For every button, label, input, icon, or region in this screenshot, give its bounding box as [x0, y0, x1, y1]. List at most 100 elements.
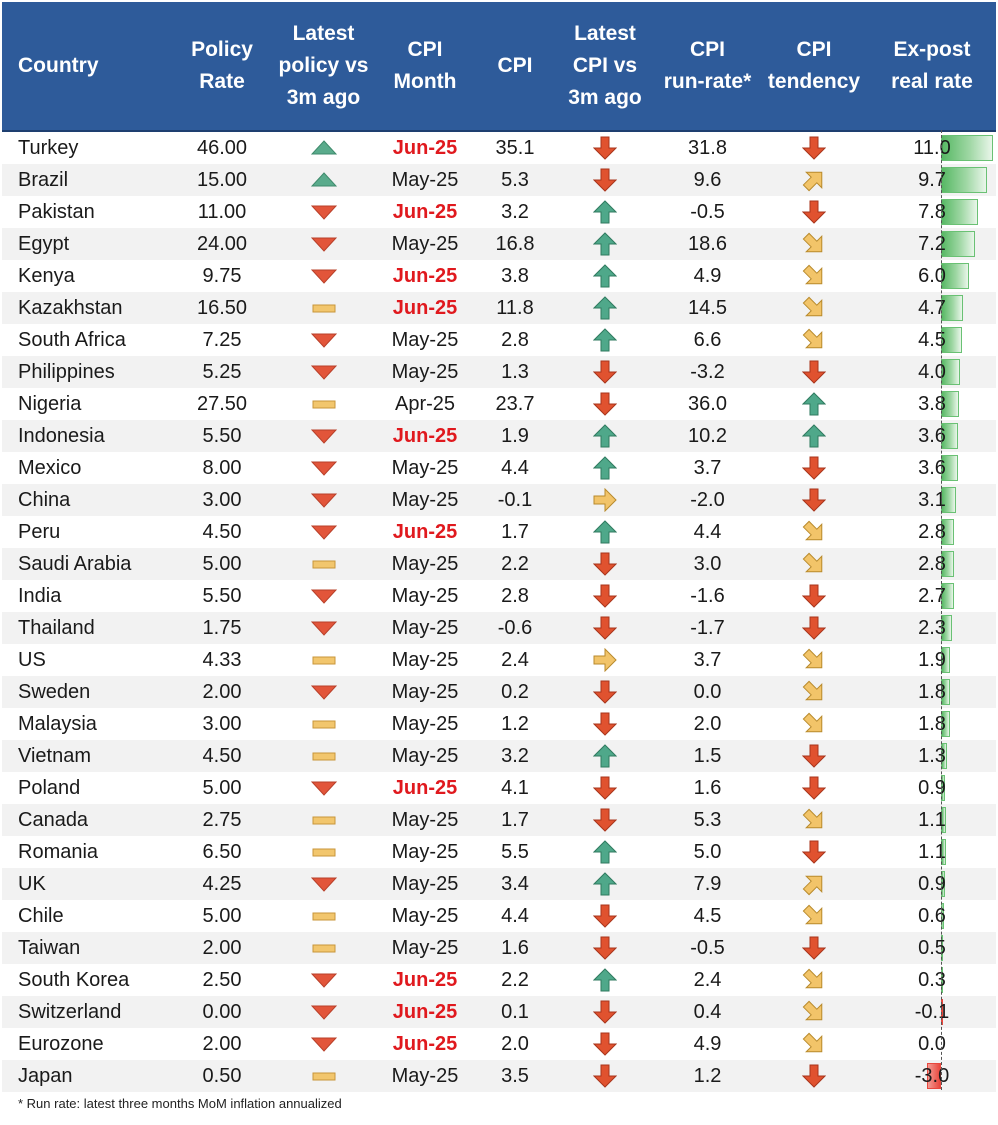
- policy-rate: 3.00: [202, 713, 242, 735]
- cpi-run-rate: -1.7: [690, 617, 725, 639]
- header-col-country: Country: [18, 54, 99, 77]
- arrow-right-icon: [555, 644, 655, 676]
- arrow-up-icon: [760, 420, 868, 452]
- real-rate-zero-axis: [941, 130, 942, 1090]
- cpi-value: 35.1: [495, 137, 535, 159]
- arrow-down-right-icon: [760, 996, 868, 1028]
- arrow-down-right-icon: [760, 964, 868, 996]
- table-row: US 4.33 May-25 2.4 3.7 1.9: [2, 644, 996, 676]
- policy-rate: 0.50: [202, 1065, 242, 1087]
- arrow-down-icon: [760, 612, 868, 644]
- arrow-down-icon: [555, 900, 655, 932]
- arrow-down-icon: [555, 388, 655, 420]
- table-row: Sweden 2.00 May-25 0.2 0.0 1.8: [2, 676, 996, 708]
- arrow-down-right-icon: [760, 516, 868, 548]
- arrow-down-icon: [555, 772, 655, 804]
- cpi-value: 0.1: [501, 1001, 529, 1023]
- cpi-month: May-25: [391, 745, 459, 767]
- cpi-month: May-25: [391, 169, 459, 191]
- triangle-down-icon: [272, 612, 375, 644]
- policy-rate: 0.00: [202, 1001, 242, 1023]
- table-row: Peru 4.50 Jun-25 1.7 4.4 2.8: [2, 516, 996, 548]
- policy-rate: 4.33: [202, 649, 242, 671]
- cpi-value: 3.5: [501, 1065, 529, 1087]
- cpi-run-rate: 1.6: [693, 777, 722, 799]
- table-row: India 5.50 May-25 2.8 -1.6 2.7: [2, 580, 996, 612]
- table-row: Indonesia 5.50 Jun-25 1.9 10.2 3.6: [2, 420, 996, 452]
- cpi-month: May-25: [391, 585, 459, 607]
- policy-rate: 2.00: [202, 681, 242, 703]
- cpi-value: 1.2: [501, 713, 529, 735]
- arrow-down-icon: [760, 1060, 868, 1092]
- cpi-run-rate: -1.6: [690, 585, 725, 607]
- arrow-down-right-icon: [760, 804, 868, 836]
- arrow-down-right-icon: [760, 260, 868, 292]
- flat-bar-icon: [272, 644, 375, 676]
- arrow-down-icon: [760, 452, 868, 484]
- cpi-month: May-25: [391, 809, 459, 831]
- cpi-value: -0.1: [497, 489, 533, 511]
- arrow-up-icon: [555, 260, 655, 292]
- triangle-down-icon: [272, 964, 375, 996]
- policy-rate: 5.00: [202, 553, 242, 575]
- arrow-down-icon: [760, 356, 868, 388]
- arrow-down-right-icon: [760, 292, 868, 324]
- arrow-down-icon: [555, 708, 655, 740]
- arrow-down-right-icon: [760, 1028, 868, 1060]
- cpi-run-rate: 7.9: [693, 873, 722, 895]
- arrow-up-icon: [555, 324, 655, 356]
- flat-bar-icon: [272, 804, 375, 836]
- cpi-month: May-25: [391, 489, 459, 511]
- cpi-run-rate: 2.0: [693, 713, 722, 735]
- cpi-month: Jun-25: [392, 1001, 458, 1023]
- header-col-cpi-trend: Latest CPI vs 3m ago: [568, 22, 642, 109]
- triangle-up-icon: [272, 164, 375, 196]
- country-name: Malaysia: [18, 713, 97, 735]
- triangle-down-icon: [272, 996, 375, 1028]
- flat-bar-icon: [272, 740, 375, 772]
- cpi-month: May-25: [391, 873, 459, 895]
- policy-rate: 2.50: [202, 969, 242, 991]
- arrow-up-icon: [555, 452, 655, 484]
- cpi-run-rate: 4.9: [693, 1033, 722, 1055]
- flat-bar-icon: [272, 548, 375, 580]
- cpi-value: 4.4: [501, 905, 529, 927]
- country-name: Mexico: [18, 457, 82, 479]
- arrow-up-icon: [555, 292, 655, 324]
- cpi-value: 1.7: [501, 521, 529, 543]
- flat-bar-icon: [272, 900, 375, 932]
- country-name: Turkey: [18, 137, 79, 159]
- header-col-cpi: CPI: [497, 54, 533, 77]
- table-row: South Korea 2.50 Jun-25 2.2 2.4 0.3: [2, 964, 996, 996]
- arrow-down-icon: [555, 676, 655, 708]
- cpi-month: Jun-25: [392, 137, 458, 159]
- cpi-value: 5.5: [501, 841, 529, 863]
- country-name: Vietnam: [18, 745, 92, 767]
- policy-rate: 11.00: [197, 201, 247, 223]
- triangle-down-icon: [272, 484, 375, 516]
- policy-rate: 6.50: [202, 841, 242, 863]
- real-rate-bar: [941, 167, 987, 193]
- arrow-down-icon: [555, 996, 655, 1028]
- real-rate-bar: [941, 199, 978, 225]
- cpi-run-rate: 5.3: [693, 809, 722, 831]
- triangle-down-icon: [272, 420, 375, 452]
- arrow-down-icon: [760, 740, 868, 772]
- arrow-down-icon: [555, 548, 655, 580]
- arrow-down-icon: [760, 932, 868, 964]
- header-col-cpi-tendency: CPI tendency: [767, 38, 861, 93]
- cpi-run-rate: 4.4: [693, 521, 722, 543]
- policy-rate: 8.00: [202, 457, 242, 479]
- country-name: Saudi Arabia: [18, 553, 132, 575]
- cpi-run-rate: 14.5: [688, 297, 727, 319]
- cpi-month: May-25: [391, 713, 459, 735]
- arrow-up-icon: [555, 420, 655, 452]
- real-rate-bar: [941, 135, 993, 161]
- triangle-down-icon: [272, 772, 375, 804]
- table-row: Switzerland 0.00 Jun-25 0.1 0.4 -0.1: [2, 996, 996, 1028]
- policy-rate: 46.00: [196, 137, 248, 159]
- real-rate-bar: [941, 231, 976, 257]
- policy-rate: 5.00: [202, 905, 242, 927]
- table-row: Chile 5.00 May-25 4.4 4.5 0.6: [2, 900, 996, 932]
- policy-rate: 15.00: [196, 169, 248, 191]
